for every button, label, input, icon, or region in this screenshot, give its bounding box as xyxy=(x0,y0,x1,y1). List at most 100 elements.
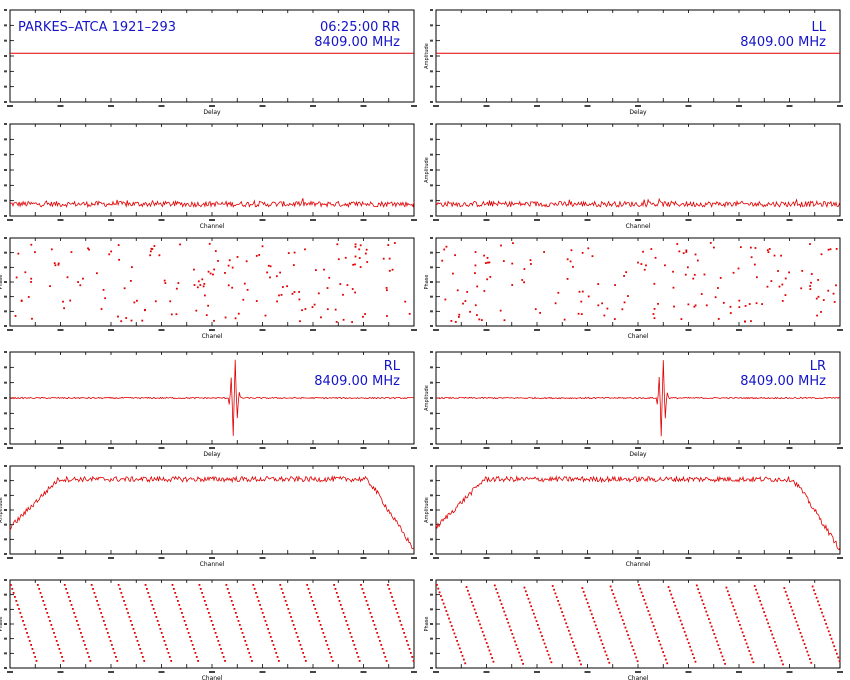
data-point xyxy=(112,648,115,650)
data-point xyxy=(388,257,391,260)
data-point xyxy=(349,632,352,634)
y-tick-label xyxy=(430,281,433,283)
data-point xyxy=(460,651,463,653)
data-point xyxy=(265,624,268,626)
data-point xyxy=(186,628,189,630)
data-point xyxy=(652,313,655,315)
data-point xyxy=(441,259,444,262)
data-point xyxy=(314,269,317,271)
data-point xyxy=(50,248,53,251)
data-point xyxy=(823,619,826,621)
x-axis-label: Chanel xyxy=(202,333,223,340)
data-point xyxy=(563,618,566,621)
data-point xyxy=(817,279,820,281)
x-tick-label xyxy=(411,671,417,673)
data-point xyxy=(365,248,368,251)
data-point xyxy=(357,656,360,658)
data-point xyxy=(755,302,758,305)
data-point xyxy=(804,646,807,649)
data-point xyxy=(440,595,442,597)
data-point xyxy=(396,612,399,614)
data-point xyxy=(164,282,167,284)
data-point xyxy=(79,284,82,287)
data-point xyxy=(149,250,152,253)
data-point xyxy=(276,656,279,658)
data-point xyxy=(31,648,34,650)
data-point xyxy=(348,628,350,630)
data-point xyxy=(654,628,656,631)
data-point xyxy=(220,648,222,650)
data-point xyxy=(203,294,206,297)
data-point xyxy=(677,612,679,615)
data-point xyxy=(801,269,804,272)
data-point xyxy=(302,652,305,654)
data-point xyxy=(15,276,18,279)
data-point xyxy=(624,626,627,629)
data-point xyxy=(383,652,385,654)
data-point xyxy=(623,622,625,625)
x-tick-label xyxy=(209,671,215,673)
data-point xyxy=(577,312,580,315)
data-point xyxy=(755,276,758,279)
y-tick-label xyxy=(430,579,433,581)
data-point xyxy=(158,624,160,626)
x-tick-label xyxy=(158,219,165,221)
y-tick-label xyxy=(4,295,7,298)
data-point xyxy=(354,648,357,650)
data-point xyxy=(334,588,337,590)
data-point xyxy=(144,584,147,586)
data-point xyxy=(608,661,611,664)
data-point xyxy=(255,254,258,257)
data-point xyxy=(721,655,724,658)
data-point xyxy=(621,619,624,621)
data-point xyxy=(689,645,691,648)
data-point xyxy=(49,620,51,622)
data-point xyxy=(82,277,84,280)
y-tick-label xyxy=(4,637,7,640)
y-tick-label xyxy=(4,281,7,283)
data-point xyxy=(489,275,492,278)
y-tick-label xyxy=(4,538,7,541)
data-point xyxy=(393,242,396,244)
data-point xyxy=(667,586,670,588)
x-tick-label xyxy=(837,557,843,559)
data-point xyxy=(228,592,230,594)
data-point xyxy=(643,268,646,271)
data-point xyxy=(10,584,12,586)
y-tick-label xyxy=(430,85,433,88)
data-point xyxy=(726,590,729,593)
data-point xyxy=(462,302,464,305)
data-point xyxy=(74,616,77,618)
x-tick-label xyxy=(736,557,742,559)
data-point xyxy=(151,604,154,606)
data-point xyxy=(549,657,551,660)
data-point xyxy=(576,652,578,655)
data-point xyxy=(170,660,173,662)
x-axis-label: Channel xyxy=(200,223,225,230)
data-point xyxy=(705,304,708,307)
data-point xyxy=(597,283,600,285)
data-point xyxy=(146,588,148,590)
data-point xyxy=(163,640,166,642)
data-point xyxy=(748,303,751,305)
x-tick-label xyxy=(108,557,114,559)
data-point xyxy=(102,620,105,622)
data-point xyxy=(703,273,706,276)
data-point xyxy=(53,632,55,634)
data-point xyxy=(190,640,193,642)
x-tick-label xyxy=(433,557,439,559)
data-point xyxy=(642,595,644,597)
data-point xyxy=(815,596,818,599)
data-point xyxy=(617,608,620,610)
data-point xyxy=(66,276,69,279)
x-tick-label xyxy=(685,105,692,107)
x-tick-label xyxy=(7,219,13,221)
data-point xyxy=(202,285,205,288)
data-point xyxy=(476,616,479,618)
data-point xyxy=(619,611,621,614)
data-point xyxy=(346,624,349,626)
data-point xyxy=(563,318,566,321)
data-point xyxy=(686,638,689,641)
x-axis-label: Delay xyxy=(629,109,647,116)
data-point xyxy=(680,318,683,320)
